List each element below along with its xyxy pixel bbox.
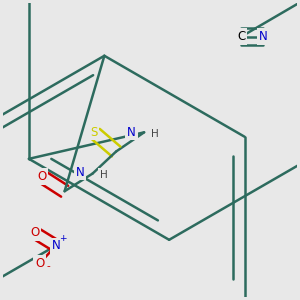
Text: +: + xyxy=(59,234,67,243)
Text: N: N xyxy=(259,30,268,43)
Text: O: O xyxy=(37,170,46,183)
Text: C: C xyxy=(237,30,245,43)
Text: H: H xyxy=(152,129,159,139)
Text: O: O xyxy=(31,226,40,239)
Text: N: N xyxy=(76,166,84,178)
Text: H: H xyxy=(100,170,108,180)
Text: S: S xyxy=(90,126,98,139)
Text: N: N xyxy=(127,126,136,139)
Text: -: - xyxy=(46,261,50,271)
Text: N: N xyxy=(52,239,61,252)
Text: O: O xyxy=(35,257,44,270)
